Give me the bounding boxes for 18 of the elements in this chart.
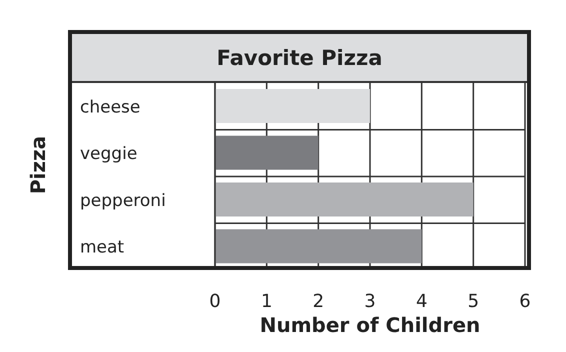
x-tick-label: 1: [260, 290, 272, 312]
bar: [215, 89, 370, 123]
y-tick-label: cheese: [80, 97, 140, 118]
bar: [215, 182, 474, 216]
bar: [215, 136, 318, 170]
x-tick-label: 3: [364, 290, 376, 312]
x-tick-label: 5: [468, 290, 480, 312]
y-tick-label: veggie: [80, 144, 138, 164]
x-axis-title: Number of Children: [260, 313, 480, 337]
y-tick-label: meat: [80, 238, 124, 258]
chart-title: Favorite Pizza: [72, 34, 527, 83]
x-tick-label: 2: [312, 290, 324, 312]
bar: [215, 229, 422, 264]
y-tick-label: pepperoni: [80, 190, 166, 211]
x-tick-label: 4: [416, 290, 428, 312]
y-axis-title: Pizza: [26, 134, 50, 196]
x-tick-label: 0: [209, 290, 221, 312]
x-tick-label: 6: [519, 290, 531, 312]
